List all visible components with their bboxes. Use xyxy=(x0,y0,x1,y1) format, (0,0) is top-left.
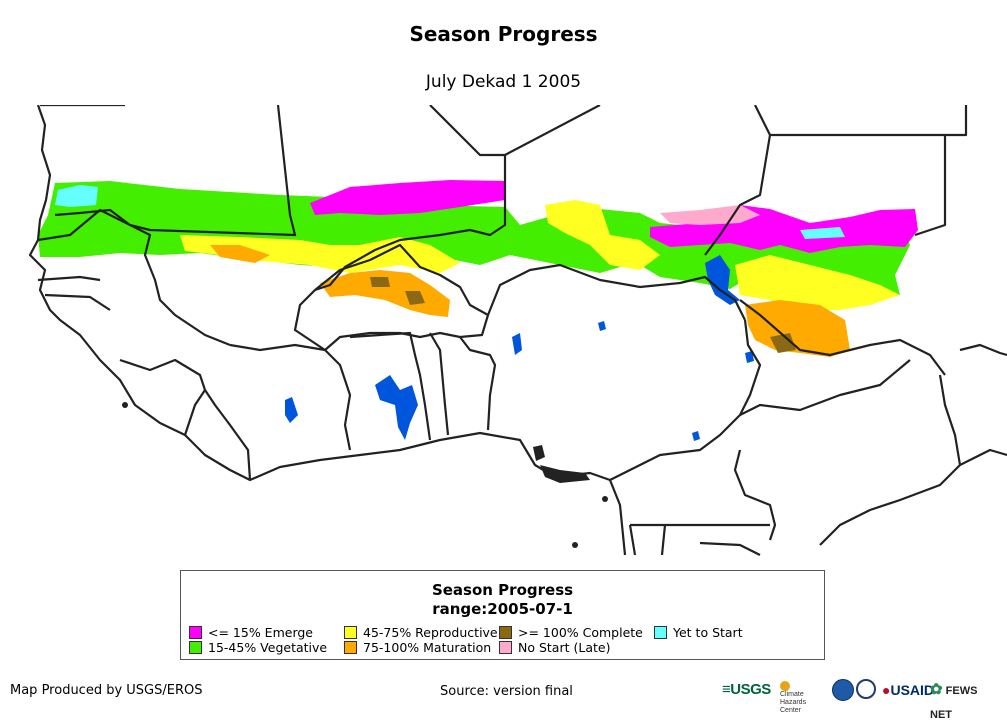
legend-item-maturation: 75-100% Maturation xyxy=(344,641,491,655)
border-togo-benin xyxy=(429,332,450,436)
legend-swatch xyxy=(499,641,512,654)
legend-item-complete: >= 100% Complete xyxy=(499,626,643,640)
border-south-2 xyxy=(660,524,667,556)
region-reproductive-center xyxy=(545,200,660,270)
border-car-south xyxy=(819,448,1007,546)
lake-volta xyxy=(375,375,418,440)
west-africa-map xyxy=(28,105,1007,556)
region-reproductive-east xyxy=(735,255,900,310)
border-algeria-libya xyxy=(504,105,601,156)
border-nigeria-niger xyxy=(486,263,746,321)
lake-kossou xyxy=(285,397,298,423)
legend-item-reproductive: 45-75% Reproductive xyxy=(344,626,498,640)
cameroon-coast-shade xyxy=(540,465,590,483)
border-chad-libya xyxy=(770,133,947,237)
legend-item-emerge: <= 15% Emerge xyxy=(189,626,313,640)
border-chad-car xyxy=(739,359,911,416)
legend-title-line1: Season Progress xyxy=(431,581,574,599)
border-cote-divoire xyxy=(229,343,352,451)
region-maturation-west xyxy=(210,245,270,263)
border-burkina xyxy=(293,243,490,352)
legend-title: Season Progress range:2005-07-1 xyxy=(181,581,824,619)
lake-kainji xyxy=(512,333,522,355)
border-mali-west xyxy=(54,105,297,237)
coast-details xyxy=(122,402,608,548)
usaid-logo: ●USAID xyxy=(882,682,935,698)
legend-swatch xyxy=(344,641,357,654)
season-progress-layer xyxy=(38,180,918,357)
country-borders xyxy=(28,105,1007,556)
coastline xyxy=(28,105,627,556)
border-liberia xyxy=(204,389,252,481)
region-maturation-burkina xyxy=(320,270,450,317)
border-cameroon-car xyxy=(733,449,777,541)
map-title: Season Progress xyxy=(409,22,598,46)
region-complete-3 xyxy=(770,333,796,353)
border-sudan xyxy=(959,343,1007,357)
region-nostart-niger xyxy=(660,205,760,225)
lake-chad xyxy=(705,255,740,305)
island-dot-2 xyxy=(572,542,578,548)
legend-swatch xyxy=(189,626,202,639)
nasa-style-seal-icon xyxy=(856,679,876,703)
border-nigeria-cameroon xyxy=(609,319,762,481)
water-bodies xyxy=(285,255,754,441)
border-chad xyxy=(739,299,946,376)
noaa-logo xyxy=(832,679,854,703)
region-yet-to-start-east xyxy=(800,227,845,239)
border-guinea-bissau xyxy=(44,293,111,311)
border-benin-nigeria xyxy=(459,336,497,431)
map-subtitle: July Dekad 1 2005 xyxy=(425,72,582,92)
lake-small-2 xyxy=(692,431,700,441)
border-gambia xyxy=(37,275,101,282)
map-area xyxy=(0,105,1007,557)
border-guinea-sierra xyxy=(119,358,207,436)
legend-swatch xyxy=(344,626,357,639)
legend-item-nostart: No Start (Late) xyxy=(499,641,610,655)
region-complete-2 xyxy=(370,277,390,287)
fewsnet-logo: ✿ FEWS NET xyxy=(930,681,978,721)
region-yet-to-start-west xyxy=(55,185,98,207)
legend-swatch xyxy=(499,626,512,639)
island-dot-1 xyxy=(602,496,608,502)
produced-by-text: Map Produced by USGS/EROS xyxy=(10,683,203,698)
legend-box: Season Progress range:2005-07-1 <= 15% E… xyxy=(180,570,825,660)
border-senegal xyxy=(37,208,231,347)
border-chad-north xyxy=(945,105,968,137)
chc-logo: Climate Hazards Center xyxy=(780,681,814,714)
border-south-1 xyxy=(628,524,637,556)
legend-item-vegetative: 15-45% Vegetative xyxy=(189,641,327,655)
border-niger-libya xyxy=(704,105,772,256)
region-maturation-nigeria xyxy=(745,300,850,357)
lake-small-1 xyxy=(598,321,606,331)
usgs-logo: ≡USGS xyxy=(722,681,771,698)
region-complete-1 xyxy=(405,291,425,305)
logo-strip: ≡USGS Climate Hazards Center ●USAID ✿ FE… xyxy=(722,678,1002,721)
border-ghana-togo xyxy=(349,331,432,441)
border-sudan-south xyxy=(938,374,962,466)
legend-swatch xyxy=(654,626,667,639)
source-text: Source: version final xyxy=(440,684,573,699)
legend-swatch xyxy=(189,641,202,654)
region-vegetative-west xyxy=(38,181,910,310)
bioko-island xyxy=(533,445,545,461)
island-dot-3 xyxy=(122,402,128,408)
border-south-3 xyxy=(699,541,761,556)
legend-title-line2: range:2005-07-1 xyxy=(432,600,573,618)
legend-item-yet-to-start: Yet to Start xyxy=(654,626,743,640)
region-emerge-mali xyxy=(310,180,505,215)
lake-small-3 xyxy=(745,351,754,363)
